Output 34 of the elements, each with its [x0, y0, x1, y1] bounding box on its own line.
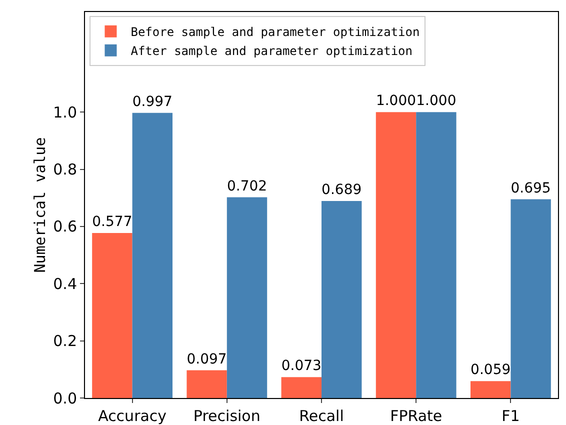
data-label: 0.097 [186, 351, 227, 368]
data-label: 0.577 [92, 214, 132, 230]
y-tick-label: 0.6 [53, 218, 77, 236]
data-label: 1.000 [416, 93, 456, 110]
data-label: 0.695 [510, 180, 551, 196]
bar [281, 377, 322, 398]
x-tick-label: FPRate [390, 407, 442, 425]
x-tick-label: F1 [502, 407, 520, 425]
bar [376, 112, 416, 398]
y-tick-label: 0.2 [53, 332, 77, 350]
legend-label: Before sample and parameter optimization [130, 25, 420, 40]
bar [470, 381, 511, 398]
x-tick-label: Precision [193, 407, 260, 425]
x-tick-label: Accuracy [98, 407, 167, 425]
x-tick-label: Recall [299, 407, 344, 425]
y-tick-label: 0.0 [53, 389, 77, 408]
legend-label: After sample and parameter optimization [130, 44, 412, 58]
y-tick-label: 1.0 [53, 103, 77, 122]
data-label: 0.702 [226, 178, 268, 194]
data-label: 0.059 [470, 362, 511, 378]
bar [186, 370, 227, 398]
y-tick-label: 0.4 [53, 274, 77, 293]
y-tick-label: 0.8 [53, 160, 77, 179]
data-label: 0.073 [281, 358, 322, 374]
data-label: 0.689 [322, 182, 362, 198]
y-axis-title: Numerical value [31, 137, 49, 273]
bar [510, 199, 551, 398]
bar [132, 112, 173, 398]
data-label: 1.000 [376, 93, 416, 110]
bar [416, 112, 456, 398]
bar [92, 233, 132, 398]
data-label: 0.997 [132, 94, 172, 110]
bar [322, 201, 362, 398]
bar [226, 197, 268, 398]
